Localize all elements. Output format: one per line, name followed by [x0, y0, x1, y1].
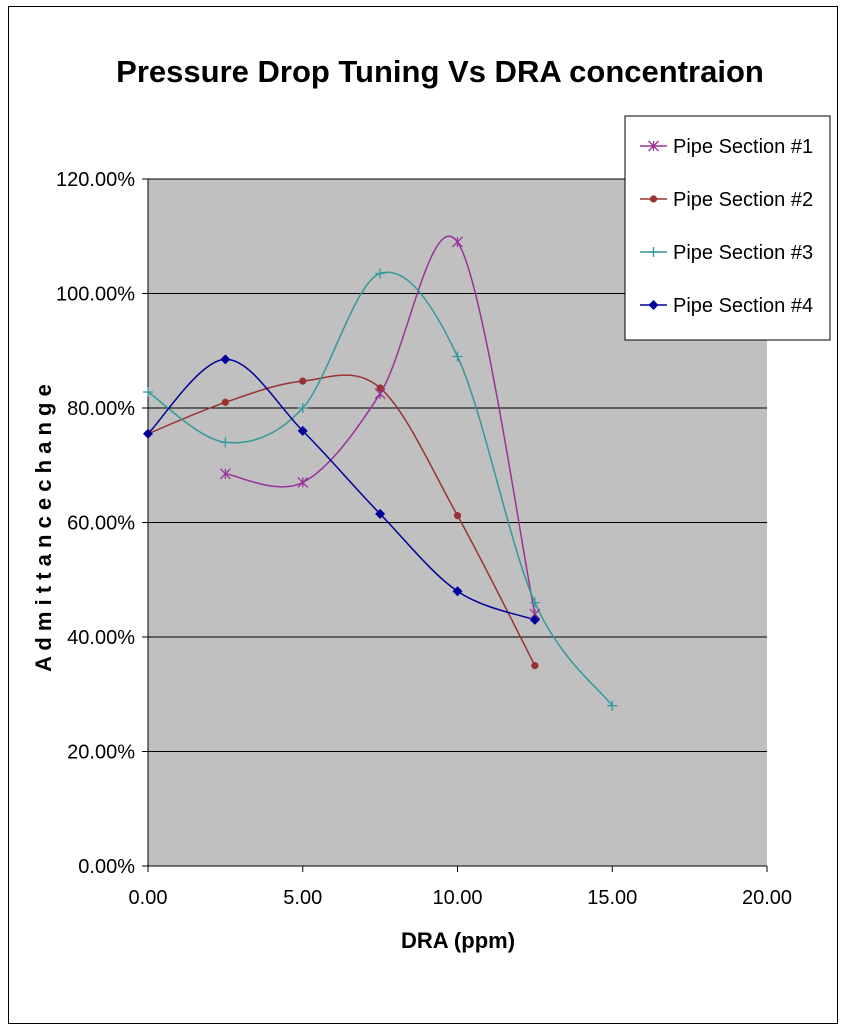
- x-tick-label: 20.00: [742, 887, 792, 909]
- data-point-diamond: [529, 614, 540, 625]
- data-point-star: [452, 236, 463, 248]
- x-tick-label: 15.00: [587, 887, 637, 909]
- legend-box: [624, 115, 831, 341]
- data-point-plus: [143, 386, 153, 397]
- legend-label: Pipe Section #2: [673, 189, 813, 211]
- x-tick-label: 0.00: [129, 887, 168, 909]
- legend-label: Pipe Section #3: [673, 242, 813, 264]
- y-tick-label: 100.00%: [56, 284, 135, 306]
- data-point-circle: [299, 377, 307, 385]
- chart-title: Pressure Drop Tuning Vs DRA concentraion: [116, 54, 764, 89]
- data-point-star: [648, 140, 659, 152]
- data-point-plus: [529, 597, 540, 608]
- y-axis-title: A d m i t t a n c e c h a n g e: [31, 384, 56, 672]
- data-point-diamond: [648, 300, 659, 310]
- data-point-plus: [375, 268, 386, 279]
- data-point-diamond: [220, 354, 231, 365]
- data-point-circle: [376, 384, 384, 392]
- y-tick-label: 40.00%: [67, 627, 135, 649]
- y-tick-labels: 0.00% 20.00% 40.00% 60.00% 80.00% 100.00% 120.…: [56, 169, 135, 878]
- y-tick-label: 120.00%: [56, 169, 135, 191]
- data-point-diamond: [375, 508, 386, 519]
- data-point-star: [219, 468, 231, 480]
- data-point-circle: [649, 195, 658, 203]
- x-tick-label: 10.00: [432, 887, 482, 909]
- data-point-plus: [607, 700, 618, 711]
- data-point-plus: [297, 403, 308, 413]
- y-tick-label: 80.00%: [67, 398, 135, 420]
- legend-label: Pipe Section #4: [673, 295, 813, 317]
- data-point-circle: [221, 398, 229, 406]
- data-point-star: [297, 476, 309, 488]
- data-point-diamond: [297, 425, 308, 436]
- legend-label: Pipe Section #1: [673, 136, 813, 158]
- data-point-plus: [648, 247, 659, 257]
- x-axis-title: DRA (ppm): [401, 928, 515, 953]
- axes: [142, 178, 768, 872]
- data-point-plus: [452, 351, 463, 362]
- data-point-circle: [453, 512, 462, 520]
- data-point-diamond: [143, 428, 153, 439]
- series-markers: [143, 236, 618, 711]
- data-point-diamond: [452, 586, 463, 597]
- y-tick-label: 60.00%: [67, 513, 135, 535]
- y-tick-label: 0.00%: [78, 856, 135, 878]
- y-tick-label: 20.00%: [67, 742, 135, 764]
- legend: Pipe Section #1 Pipe Section #2 Pipe Secti…: [624, 115, 831, 341]
- data-point-circle: [531, 662, 539, 670]
- x-tick-labels: 0.00 5.00 10.00 15.00 20.00: [129, 887, 793, 909]
- x-tick-label: 5.00: [283, 887, 322, 909]
- data-point-plus: [220, 437, 231, 448]
